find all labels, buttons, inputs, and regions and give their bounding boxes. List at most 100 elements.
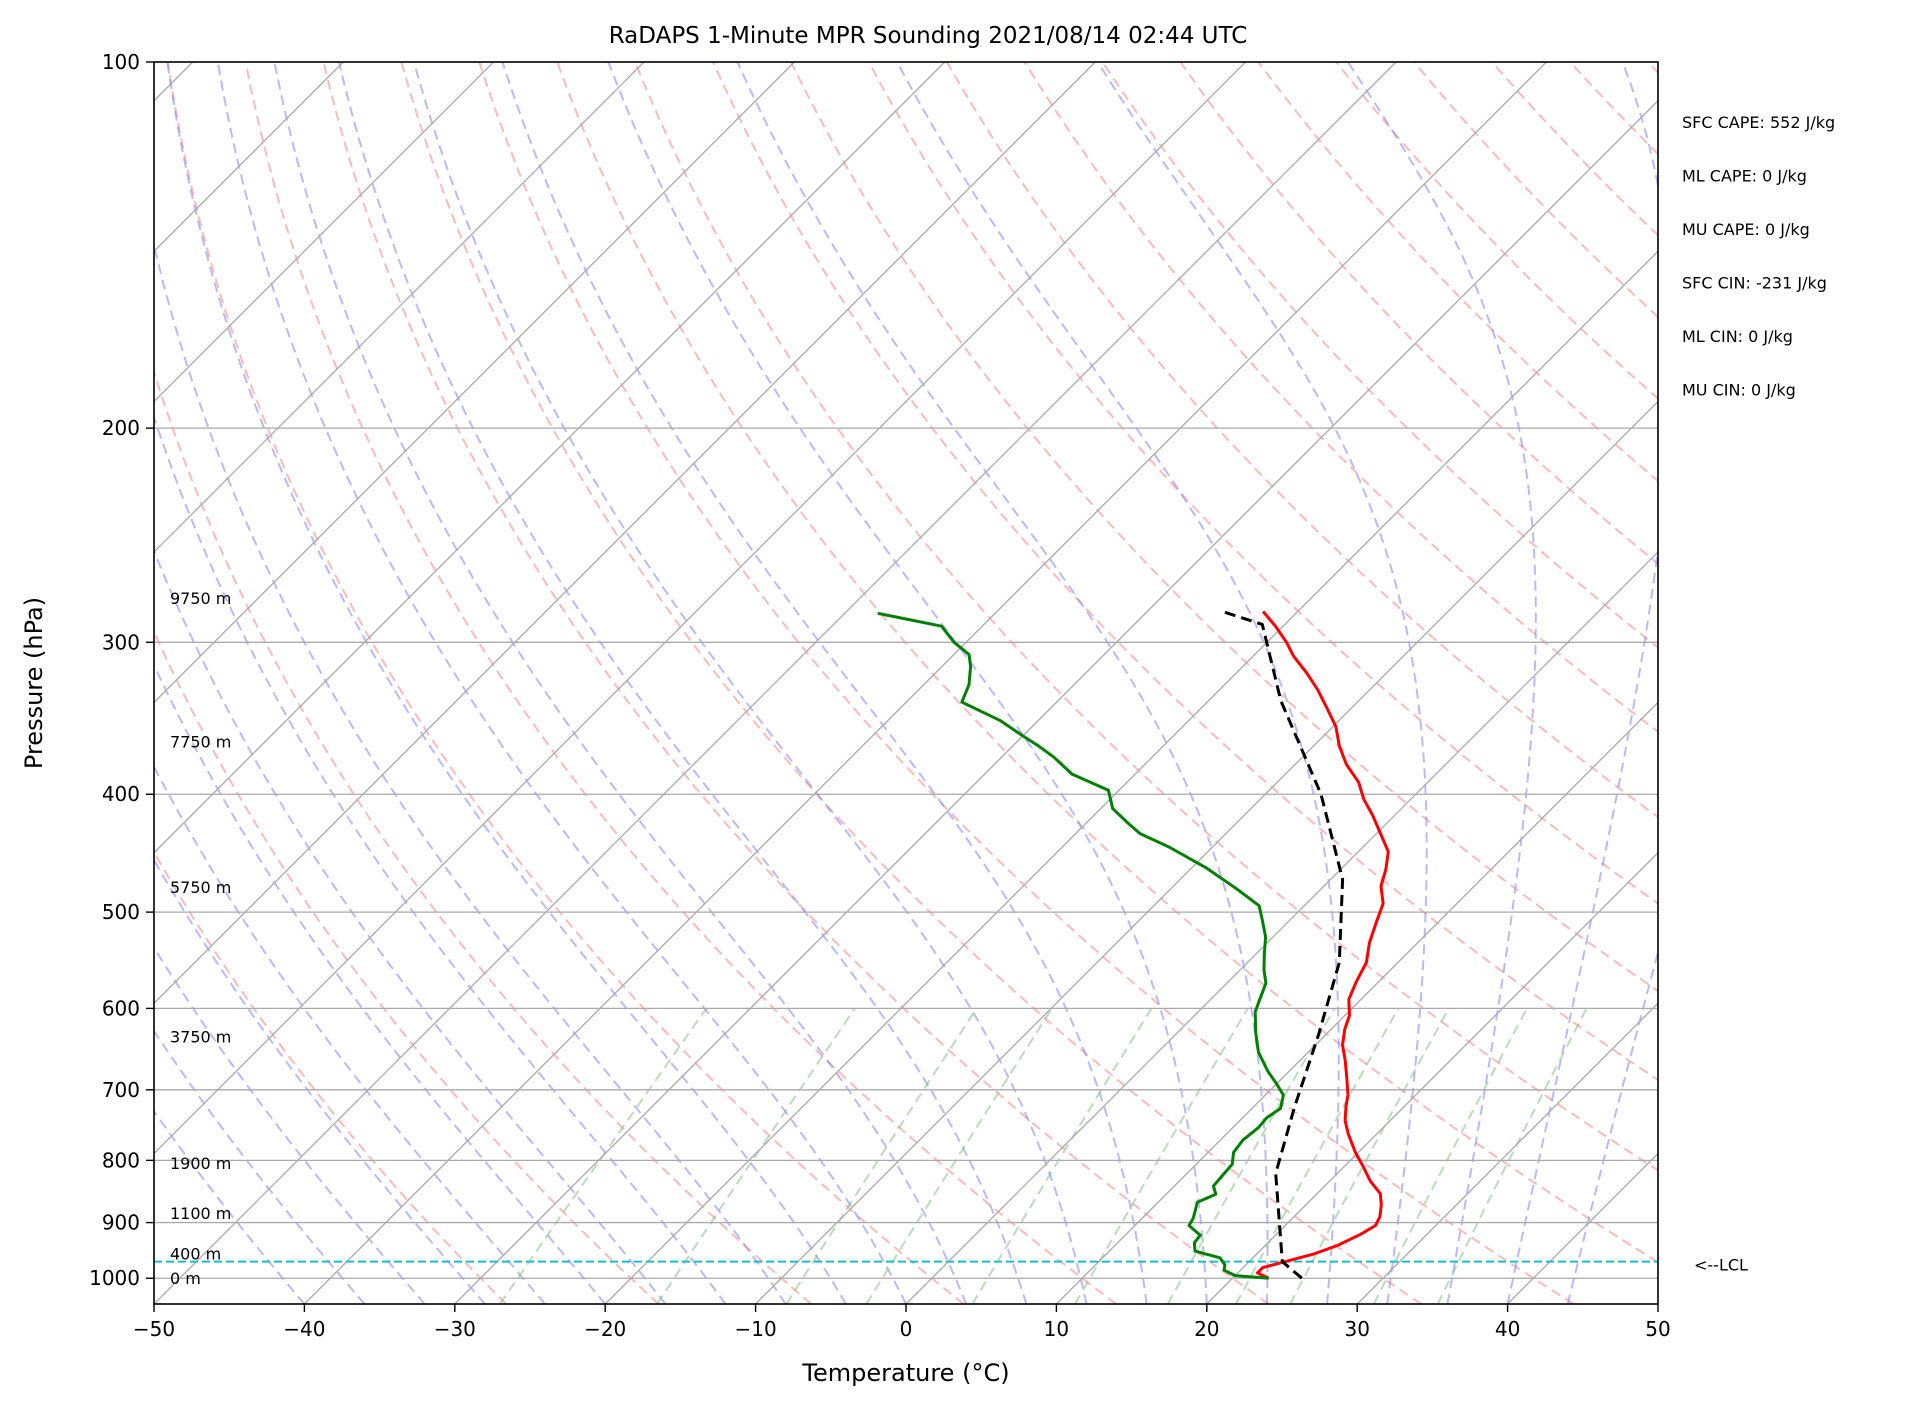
x-tick-label: 20	[1194, 1317, 1219, 1341]
stability-index: ML CIN: 0 J/kg	[1682, 327, 1793, 346]
x-tick-label: 0	[900, 1317, 913, 1341]
moist-adiabat	[154, 662, 606, 1304]
height-label: 0 m	[170, 1269, 201, 1288]
height-label: 3750 m	[170, 1028, 231, 1047]
dry-adiabat	[634, 62, 1658, 1172]
dry-adiabat	[1882, 62, 1911, 1304]
y-tick-label: 100	[102, 50, 140, 74]
isotherm	[1507, 1152, 1658, 1304]
mixing-ratio-line	[1235, 1007, 1400, 1304]
stability-index: MU CAPE: 0 J/kg	[1682, 220, 1810, 239]
height-label: 400 m	[170, 1244, 221, 1263]
y-axis-label: Pressure (hPa)	[20, 597, 48, 769]
y-tick-label: 400	[102, 782, 140, 806]
isotherm	[454, 99, 1658, 1304]
y-tick-label: 200	[102, 416, 140, 440]
moist-adiabat	[736, 62, 1269, 1304]
isotherm	[905, 551, 1658, 1304]
isotherm	[1356, 1002, 1658, 1304]
moist-adiabat	[154, 945, 426, 1304]
moist-adiabat	[413, 62, 1088, 1304]
dry-adiabat	[790, 62, 1658, 993]
x-tick-label: 30	[1344, 1317, 1369, 1341]
moist-adiabat	[154, 1029, 366, 1304]
height-label: 5750 m	[170, 878, 231, 897]
dry-adiabat	[154, 850, 507, 1304]
dry-adiabat	[478, 62, 1575, 1304]
isotherm	[154, 62, 946, 854]
moist-adiabat	[1566, 948, 1658, 1304]
y-tick-label: 300	[102, 630, 140, 654]
dry-adiabat	[1413, 62, 1658, 319]
moist-adiabat	[501, 62, 1148, 1304]
stability-index: ML CAPE: 0 J/kg	[1682, 167, 1807, 186]
mixing-ratio-line	[971, 1007, 1153, 1304]
dry-adiabat	[244, 62, 1117, 1304]
moist-adiabat	[166, 62, 847, 1304]
moist-adiabat	[1347, 62, 1537, 1304]
isotherm	[604, 250, 1658, 1304]
dry-adiabat	[154, 368, 812, 1304]
chart-title: RaDAPS 1-Minute MPR Sounding 2021/08/14 …	[609, 23, 1248, 49]
temperature-trace	[1255, 610, 1390, 1280]
isotherm	[154, 62, 795, 704]
mixing-ratio-line	[1074, 1007, 1249, 1304]
y-tick-label: 1000	[89, 1266, 140, 1290]
dry-adiabat	[154, 629, 660, 1304]
isotherm	[154, 62, 1096, 1005]
isotherm	[154, 62, 344, 253]
dry-adiabat	[1335, 62, 1658, 400]
isotherm	[1657, 1303, 1658, 1304]
dry-adiabat	[867, 62, 1658, 905]
x-axis-ticks: −50 −40 −30 −20 −10 0 10 20 30 40 50	[133, 1304, 1671, 1341]
dry-adiabat	[1804, 62, 1911, 1304]
dry-adiabat	[945, 62, 1658, 819]
moist-adiabat	[154, 764, 546, 1304]
dry-adiabat	[1647, 62, 1658, 75]
dry-adiabat	[1491, 62, 1658, 237]
isotherm	[154, 62, 645, 553]
moist-adiabat	[154, 548, 667, 1304]
dry-adiabat	[1101, 62, 1658, 649]
y-tick-label: 600	[102, 996, 140, 1020]
mixing-ratio-line	[865, 1007, 1053, 1304]
stability-indices: SFC CAPE: 552 J/kg ML CAPE: 0 J/kg MU CAPE…	[1682, 113, 1835, 400]
y-tick-label: 500	[102, 900, 140, 924]
x-tick-label: −10	[734, 1317, 776, 1341]
height-labels: 0 m 400 m 1100 m 1900 m 3750 m 5750 m 7750 m 97…	[170, 589, 231, 1288]
x-tick-label: 50	[1645, 1317, 1670, 1341]
stability-index: SFC CIN: -231 J/kg	[1682, 274, 1827, 293]
x-tick-label: 40	[1495, 1317, 1520, 1341]
y-tick-label: 800	[102, 1148, 140, 1172]
x-axis-label: Temperature (°C)	[801, 1359, 1009, 1387]
dry-adiabat	[1569, 62, 1658, 156]
isotherm	[154, 62, 495, 403]
moist-adiabat	[216, 62, 907, 1304]
isotherm	[755, 400, 1658, 1304]
isotherm	[154, 62, 1397, 1304]
y-axis-ticks: 100 200 300 400 500 600 700 800 900 1000	[89, 50, 154, 1290]
x-tick-label: −20	[584, 1317, 626, 1341]
isotherm	[1206, 851, 1658, 1304]
x-tick-label: −50	[133, 1317, 175, 1341]
dry-adiabat	[1726, 62, 1911, 1304]
mixing-ratio-line	[1289, 1007, 1450, 1304]
moist-adiabat	[154, 413, 727, 1304]
mixing-ratio-line	[785, 1007, 978, 1304]
moist-adiabat	[1506, 62, 1658, 1304]
isotherm	[1055, 701, 1658, 1304]
dry-adiabat	[1023, 62, 1658, 733]
dewpoint-trace	[877, 611, 1285, 1280]
moist-adiabat	[154, 241, 787, 1304]
moist-adiabat	[338, 62, 1028, 1304]
mixing-ratio-line	[656, 1007, 856, 1304]
x-tick-label: 10	[1044, 1317, 1069, 1341]
lcl-label: <--LCL	[1694, 1256, 1748, 1275]
height-label: 1100 m	[170, 1204, 231, 1223]
mixing-ratio-line	[1372, 1007, 1528, 1304]
sounding-traces	[154, 610, 1658, 1280]
isotherm	[303, 62, 1547, 1304]
parcel-trace	[1222, 610, 1345, 1280]
mixing-ratio-line	[1436, 1007, 1588, 1304]
moist-adiabat	[896, 62, 1340, 1304]
